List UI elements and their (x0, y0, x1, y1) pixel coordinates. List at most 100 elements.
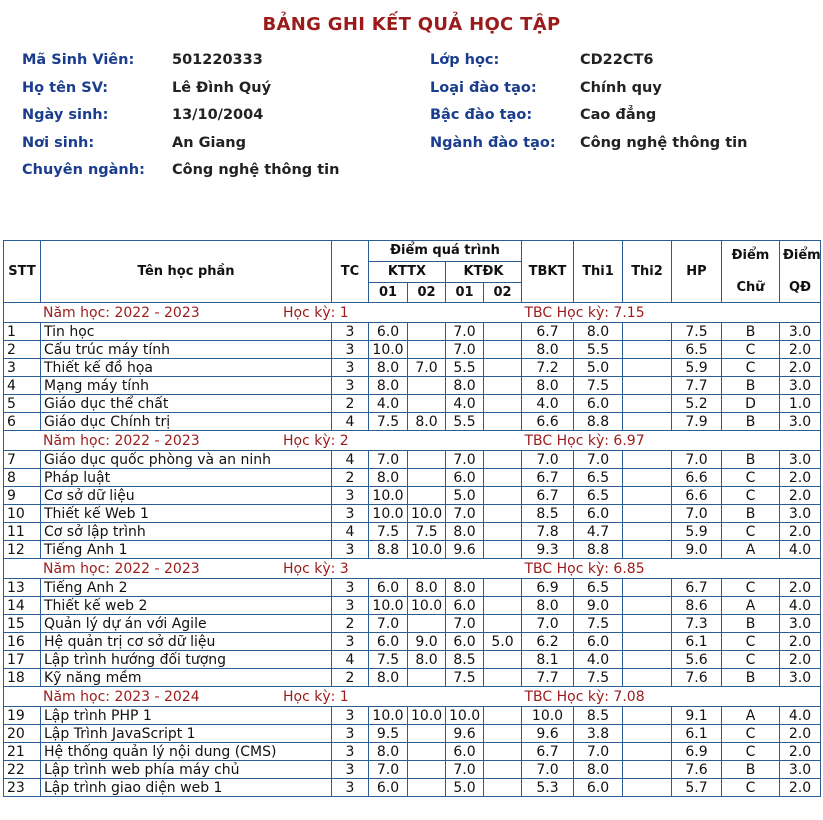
table-row: 7 Giáo dục quốc phòng và an ninh 4 7.0 7.0 7.… (3, 450, 821, 469)
cell-credits: 3 (331, 778, 369, 797)
cell-ktdk-02 (483, 394, 522, 413)
cell-credits: 3 (331, 578, 369, 597)
cell-credits: 3 (331, 724, 369, 743)
cell-ktdk-01: 7.0 (445, 340, 484, 359)
cell-credits: 3 (331, 358, 369, 377)
cell-kttx-01: 9.5 (368, 724, 408, 743)
semester-row: Năm học: 2023 - 2024 Học kỳ: 1 TBC Học kỳ:… (3, 686, 821, 707)
cell-tbkt: 10.0 (521, 706, 574, 725)
cell-thi1: 4.0 (573, 650, 623, 669)
cell-course-name: Thiết kế web 2 (40, 596, 332, 615)
cell-tbkt: 9.3 (521, 540, 574, 559)
cell-stt: 17 (3, 650, 41, 669)
cell-kttx-02: 10.0 (407, 504, 446, 523)
info-label: Ngày sinh: (22, 107, 109, 123)
cell-tbkt: 4.0 (521, 394, 574, 413)
cell-thi1: 7.5 (573, 376, 623, 395)
cell-thi2 (622, 742, 672, 761)
cell-thi1: 6.0 (573, 778, 623, 797)
cell-credits: 2 (331, 614, 369, 633)
cell-stt: 3 (3, 358, 41, 377)
cell-letter-grade: A (721, 596, 780, 615)
cell-letter-grade: C (721, 778, 780, 797)
cell-course-name: Kỹ năng mềm (40, 668, 332, 687)
cell-kttx-01: 8.0 (368, 376, 408, 395)
cell-course-name: Thiết kế Web 1 (40, 504, 332, 523)
cell-course-name: Mạng máy tính (40, 376, 332, 395)
cell-thi1: 5.5 (573, 340, 623, 359)
cell-grade-point: 4.0 (779, 540, 821, 559)
cell-course-name: Hệ thống quản lý nội dung (CMS) (40, 742, 332, 761)
info-value: Công nghệ thông tin (172, 162, 340, 178)
cell-ktdk-02 (483, 778, 522, 797)
cell-ktdk-02 (483, 322, 522, 341)
table-row: 18 Kỹ năng mềm 2 8.0 7.5 7.7 7.5 7.6 B 3.0 (3, 668, 821, 687)
info-label: Lớp học: (430, 52, 500, 68)
info-label: Chuyên ngành: (22, 162, 145, 178)
table-row: 4 Mạng máy tính 3 8.0 8.0 8.0 7.5 7.7 B 3.0 (3, 376, 821, 395)
cell-kttx-02: 9.0 (407, 632, 446, 651)
cell-kttx-01: 4.0 (368, 394, 408, 413)
cell-stt: 19 (3, 706, 41, 725)
cell-grade-point: 2.0 (779, 522, 821, 541)
info-label: Bậc đào tạo: (430, 107, 533, 123)
cell-course-name: Lập trình web phía máy chủ (40, 760, 332, 779)
cell-tbkt: 6.7 (521, 486, 574, 505)
grades-table: STT Tên học phần TC Điểm quá trình TBKT … (3, 240, 821, 797)
cell-letter-grade: B (721, 614, 780, 633)
table-row: 10 Thiết kế Web 1 3 10.0 10.0 7.0 8.5 6.0 7.0 B 3.… (3, 504, 821, 523)
cell-ktdk-02 (483, 596, 522, 615)
cell-thi1: 8.8 (573, 540, 623, 559)
cell-tbkt: 7.0 (521, 760, 574, 779)
semester-row: Năm học: 2022 - 2023 Học kỳ: 1 TBC Học kỳ:… (3, 302, 821, 323)
cell-stt: 11 (3, 522, 41, 541)
semester-term: Học kỳ: 1 (283, 304, 349, 321)
cell-thi2 (622, 358, 672, 377)
cell-letter-grade: C (721, 486, 780, 505)
table-row: 9 Cơ sở dữ liệu 3 10.0 5.0 6.7 6.5 6.6 C 2.0 (3, 486, 821, 505)
cell-course-name: Tiếng Anh 2 (40, 578, 332, 597)
cell-credits: 4 (331, 650, 369, 669)
cell-course-name: Giáo dục Chính trị (40, 412, 332, 431)
table-row: 5 Giáo dục thể chất 2 4.0 4.0 4.0 6.0 5.2 D 1.0 (3, 394, 821, 413)
col-hp: HP (671, 240, 722, 303)
cell-ktdk-01: 7.5 (445, 668, 484, 687)
cell-ktdk-01: 7.0 (445, 322, 484, 341)
cell-kttx-01: 10.0 (368, 596, 408, 615)
cell-kttx-01: 7.0 (368, 614, 408, 633)
cell-grade-point: 4.0 (779, 596, 821, 615)
cell-thi1: 7.0 (573, 450, 623, 469)
cell-stt: 6 (3, 412, 41, 431)
col-thi2: Thi2 (622, 240, 672, 303)
cell-letter-grade: B (721, 668, 780, 687)
cell-grade-point: 3.0 (779, 376, 821, 395)
cell-tbkt: 6.6 (521, 412, 574, 431)
cell-hp: 7.5 (671, 322, 722, 341)
cell-letter-grade: B (721, 376, 780, 395)
cell-ktdk-01: 8.0 (445, 376, 484, 395)
cell-course-name: Hệ quản trị cơ sở dữ liệu (40, 632, 332, 651)
cell-ktdk-02 (483, 340, 522, 359)
cell-thi1: 6.5 (573, 486, 623, 505)
cell-ktdk-02 (483, 504, 522, 523)
cell-ktdk-01: 9.6 (445, 540, 484, 559)
cell-hp: 8.6 (671, 596, 722, 615)
cell-course-name: Lập trình PHP 1 (40, 706, 332, 725)
col-ktdk-02: 02 (483, 282, 522, 303)
cell-stt: 9 (3, 486, 41, 505)
cell-stt: 5 (3, 394, 41, 413)
cell-thi2 (622, 650, 672, 669)
cell-thi1: 6.0 (573, 632, 623, 651)
cell-hp: 5.6 (671, 650, 722, 669)
info-label: Mã Sinh Viên: (22, 52, 135, 68)
cell-thi2 (622, 706, 672, 725)
cell-kttx-01: 6.0 (368, 632, 408, 651)
cell-kttx-02: 10.0 (407, 596, 446, 615)
cell-stt: 22 (3, 760, 41, 779)
cell-ktdk-01: 8.5 (445, 650, 484, 669)
cell-credits: 3 (331, 486, 369, 505)
cell-grade-point: 3.0 (779, 668, 821, 687)
info-label: Nơi sinh: (22, 134, 95, 151)
cell-grade-point: 3.0 (779, 412, 821, 431)
info-value: Công nghệ thông tin (580, 134, 748, 151)
